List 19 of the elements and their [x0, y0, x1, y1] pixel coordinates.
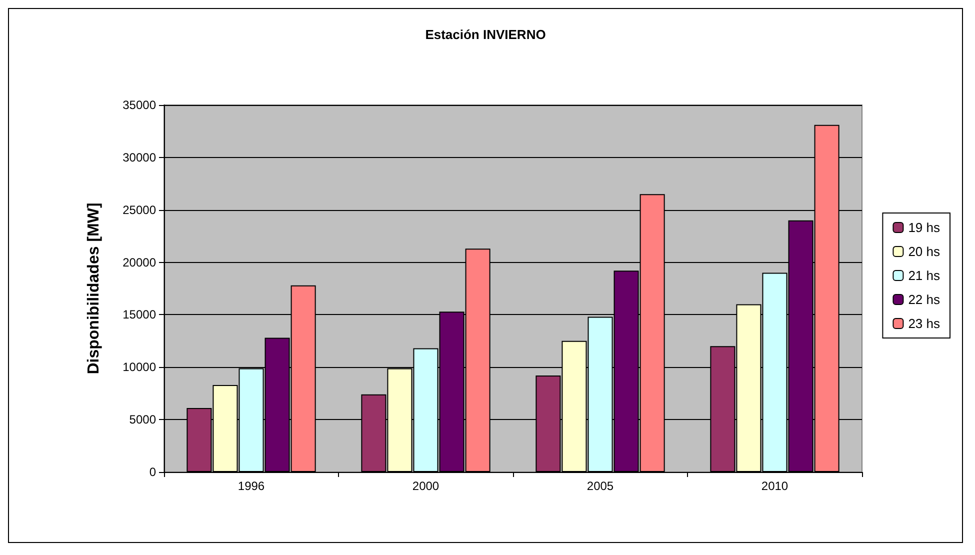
y-tick-label: 25000	[122, 202, 156, 217]
legend-label: 21 hs	[908, 268, 940, 283]
x-tick-label: 2005	[586, 479, 614, 493]
y-tick-label: 20000	[122, 255, 156, 270]
legend-label: 22 hs	[908, 292, 940, 307]
y-tick-label: 10000	[122, 360, 156, 374]
chart-title: Estación INVIERNO	[425, 27, 546, 42]
y-tick-label: 15000	[122, 308, 156, 322]
x-tick-label: 2010	[761, 479, 788, 493]
y-tick-label: 35000	[122, 98, 156, 112]
y-tick-label: 5000	[129, 412, 156, 427]
y-axis-title: Disponibilidades [MW]	[86, 202, 102, 374]
y-tick-label: 30000	[122, 150, 156, 164]
legend-label: 23 hs	[908, 316, 940, 331]
legend-label: 20 hs	[908, 244, 940, 259]
x-tick-label: 1996	[238, 479, 265, 493]
x-tick-label: 2000	[412, 479, 440, 493]
y-tick-label: 0	[149, 465, 156, 479]
legend-label: 19 hs	[908, 220, 940, 235]
